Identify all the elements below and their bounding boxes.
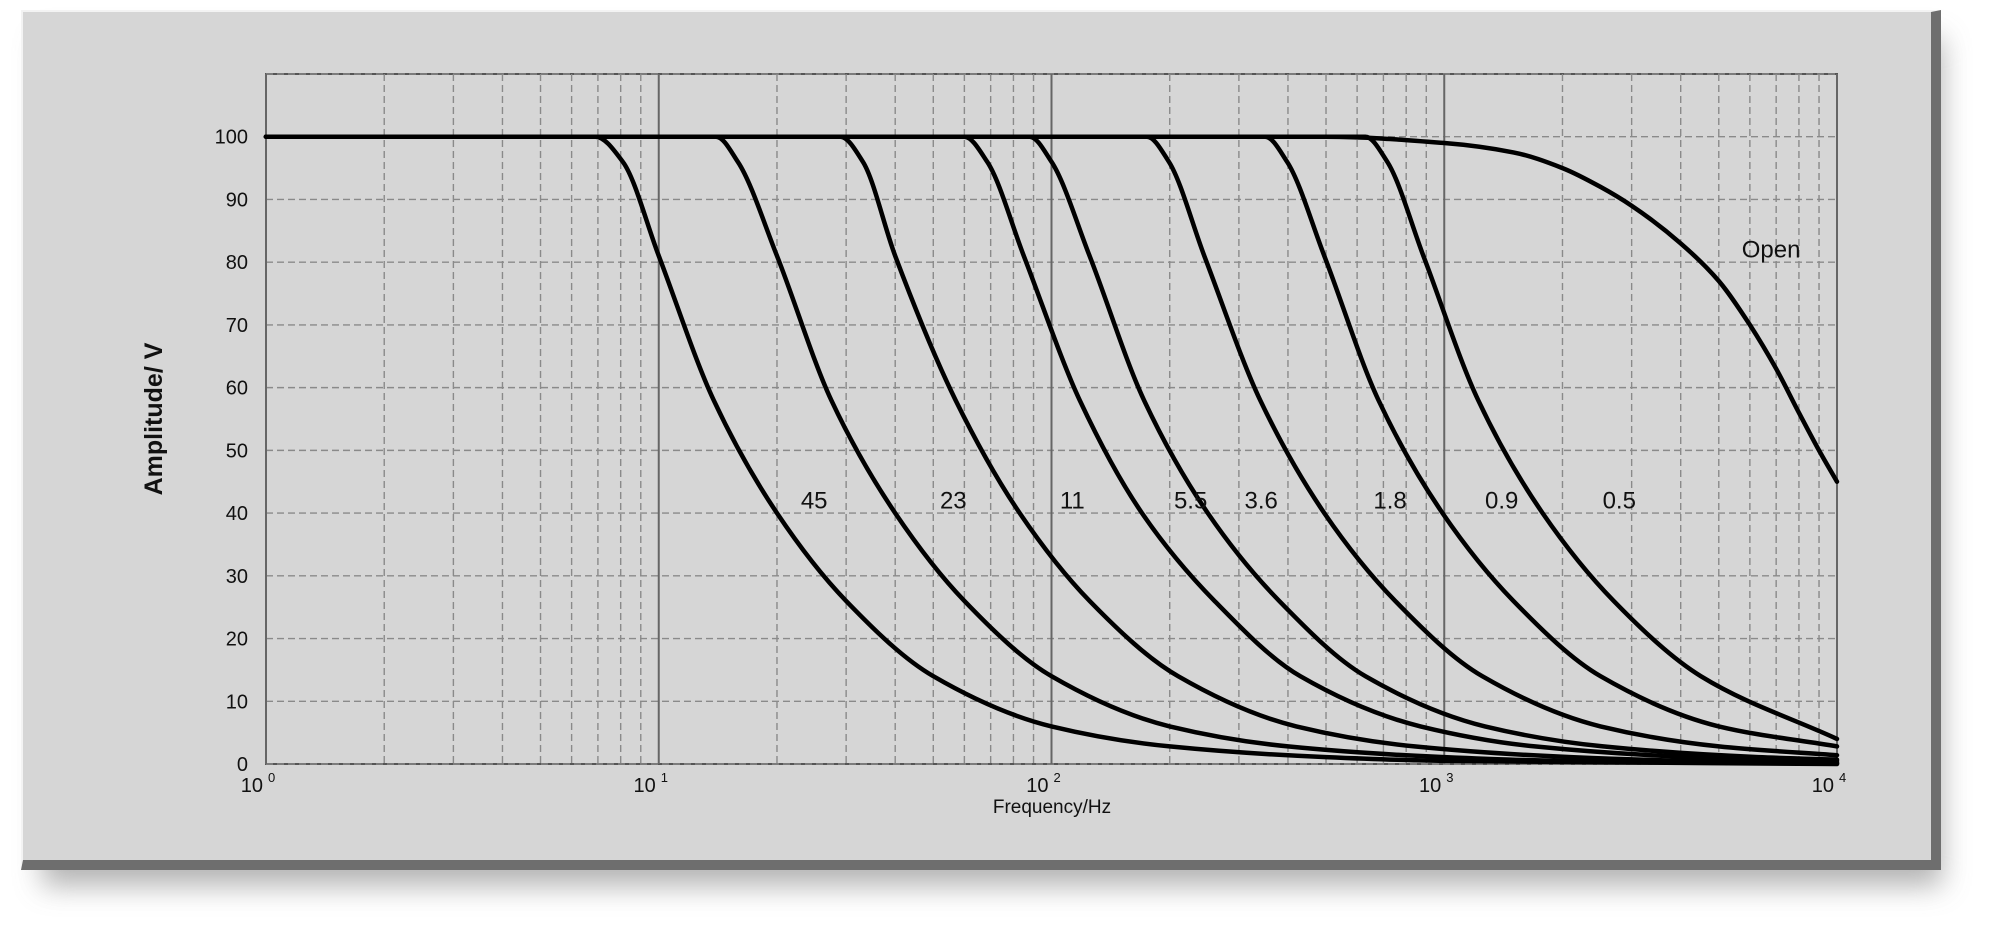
curve-label: 3.6	[1244, 488, 1277, 515]
x-tick-label: 10 2	[1026, 770, 1060, 797]
x-tick-exponent: 4	[1839, 770, 1846, 785]
y-tick-label: 70	[226, 315, 248, 337]
y-tick-label: 60	[226, 378, 248, 400]
curve-label: 1.8	[1373, 488, 1406, 515]
curve-label: 5.5	[1174, 488, 1207, 515]
y-axis-title: Amplitude/ V	[140, 342, 168, 495]
curve-label: 0.5	[1603, 488, 1636, 515]
y-tick-label: 20	[226, 629, 248, 651]
x-tick-base: 10	[1026, 775, 1048, 797]
y-tick-label: 50	[226, 440, 248, 462]
curve-label: 0.9	[1485, 488, 1518, 515]
x-tick-base: 10	[241, 775, 263, 797]
curve-label: Open	[1742, 237, 1801, 264]
y-tick-label: 30	[226, 566, 248, 588]
x-tick-label: 10 1	[634, 770, 668, 797]
y-axis-ticks: 0 10 20 30 40 50 60 70 80 90 100	[215, 127, 248, 776]
x-tick-base: 10	[1419, 775, 1441, 797]
y-tick-label: 0	[237, 754, 248, 776]
curve-label: 45	[801, 488, 828, 515]
x-axis-ticks: 10 0 10 1 10 2 10 3 10 4	[241, 770, 1846, 797]
curve-labels: 45 23 11 5.5 3.6 1.8 0.9 0.5 Open	[801, 237, 1801, 515]
y-tick-label: 40	[226, 503, 248, 525]
x-tick-exponent: 1	[661, 770, 668, 785]
series-curve	[263, 134, 1840, 767]
y-tick-label: 80	[226, 252, 248, 274]
x-tick-base: 10	[1812, 775, 1834, 797]
series-curve	[263, 134, 1840, 766]
x-tick-exponent: 3	[1446, 770, 1453, 785]
x-tick-label: 10 4	[1812, 770, 1846, 797]
series-curve	[263, 134, 1840, 765]
curves	[263, 134, 1840, 767]
y-tick-label: 90	[226, 189, 248, 211]
y-tick-label: 100	[215, 127, 248, 149]
x-tick-exponent: 2	[1054, 770, 1061, 785]
x-tick-exponent: 0	[268, 770, 275, 785]
curve-label: 11	[1060, 488, 1085, 515]
x-tick-label: 10 3	[1419, 770, 1453, 797]
curve-label: 23	[940, 488, 967, 515]
x-axis-title: Frequency/Hz	[993, 797, 1111, 818]
series-curve	[263, 134, 1840, 484]
x-tick-base: 10	[634, 775, 656, 797]
x-tick-label: 10 0	[241, 770, 275, 797]
y-tick-label: 10	[226, 691, 248, 713]
